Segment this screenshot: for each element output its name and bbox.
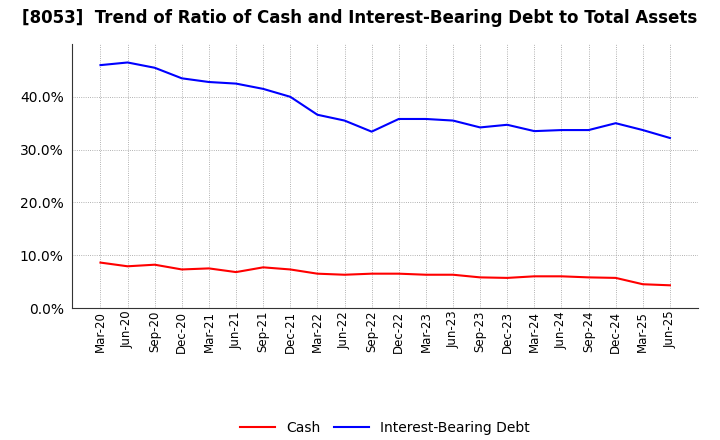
Cash [665, 282, 674, 288]
Cash [341, 272, 349, 277]
Interest-Bearing Debt [259, 86, 268, 92]
Cash [449, 272, 457, 277]
Cash [395, 271, 403, 276]
Interest-Bearing Debt [96, 62, 105, 68]
Interest-Bearing Debt [557, 128, 566, 133]
Cash [639, 282, 647, 287]
Interest-Bearing Debt [449, 118, 457, 123]
Cash [204, 266, 213, 271]
Cash [150, 262, 159, 268]
Interest-Bearing Debt [204, 79, 213, 84]
Interest-Bearing Debt [286, 94, 294, 99]
Cash [476, 275, 485, 280]
Text: [8053]  Trend of Ratio of Cash and Interest-Bearing Debt to Total Assets: [8053] Trend of Ratio of Cash and Intere… [22, 9, 698, 27]
Cash [557, 274, 566, 279]
Cash [313, 271, 322, 276]
Cash [421, 272, 430, 277]
Interest-Bearing Debt [584, 128, 593, 133]
Interest-Bearing Debt [313, 112, 322, 117]
Cash [259, 265, 268, 270]
Cash [584, 275, 593, 280]
Interest-Bearing Debt [530, 128, 539, 134]
Interest-Bearing Debt [367, 129, 376, 134]
Interest-Bearing Debt [232, 81, 240, 86]
Cash [367, 271, 376, 276]
Cash [503, 275, 511, 281]
Cash [178, 267, 186, 272]
Interest-Bearing Debt [395, 116, 403, 121]
Interest-Bearing Debt [150, 65, 159, 70]
Interest-Bearing Debt [421, 116, 430, 121]
Interest-Bearing Debt [665, 136, 674, 141]
Cash [611, 275, 620, 281]
Cash [96, 260, 105, 265]
Interest-Bearing Debt [476, 125, 485, 130]
Interest-Bearing Debt [178, 76, 186, 81]
Legend: Cash, Interest-Bearing Debt: Cash, Interest-Bearing Debt [235, 415, 536, 440]
Interest-Bearing Debt [639, 128, 647, 133]
Interest-Bearing Debt [123, 60, 132, 65]
Cash [530, 274, 539, 279]
Interest-Bearing Debt [503, 122, 511, 128]
Cash [286, 267, 294, 272]
Cash [123, 264, 132, 269]
Cash [232, 269, 240, 275]
Line: Interest-Bearing Debt: Interest-Bearing Debt [101, 62, 670, 138]
Line: Cash: Cash [101, 263, 670, 285]
Interest-Bearing Debt [611, 121, 620, 126]
Interest-Bearing Debt [341, 118, 349, 123]
